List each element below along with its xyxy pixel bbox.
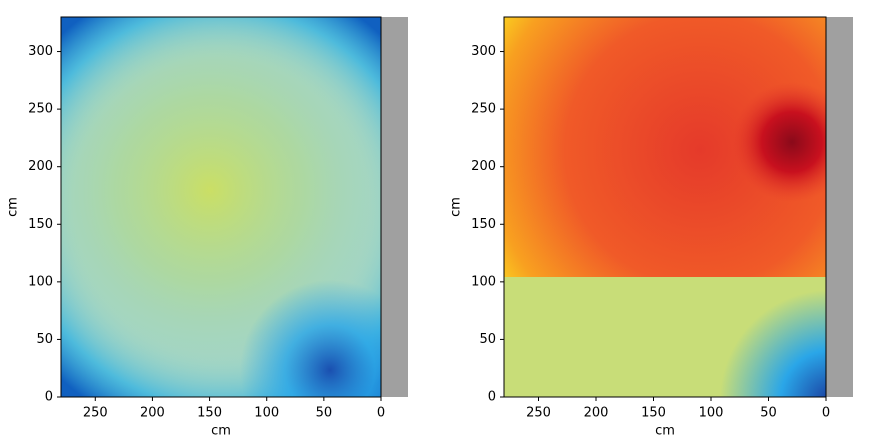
- y-tick-label: 200: [471, 159, 496, 174]
- axes-frame: [60, 16, 382, 398]
- axes-frame: [503, 16, 827, 398]
- y-tick-label: 100: [471, 274, 496, 289]
- x-tick-label: 50: [760, 406, 777, 421]
- y-tick-label: 300: [28, 44, 53, 59]
- y-tick-label: 50: [36, 332, 53, 347]
- heatmap: [504, 17, 826, 397]
- x-tick-label: 250: [83, 406, 108, 421]
- y-axis-label: cm: [449, 197, 464, 217]
- y-tick-label: 300: [471, 44, 496, 59]
- x-tick-label: 150: [641, 406, 666, 421]
- x-tick-label: 250: [526, 406, 551, 421]
- y-tick-label: 50: [479, 332, 496, 347]
- y-axis-label: cm: [6, 197, 21, 217]
- y-tick-label: 0: [488, 390, 496, 405]
- x-tick-label: 50: [316, 406, 333, 421]
- heatmap-corner: [61, 17, 381, 397]
- x-tick-label: 150: [197, 406, 222, 421]
- x-tick-label: 200: [140, 406, 165, 421]
- heatmap-corner: [504, 17, 826, 397]
- y-tick-label: 200: [28, 159, 53, 174]
- out-of-range: [381, 17, 408, 397]
- y-tick-label: 150: [28, 217, 53, 232]
- y-tick-label: 100: [28, 274, 53, 289]
- x-tick-label: 100: [254, 406, 279, 421]
- x-tick-label: 0: [377, 406, 385, 421]
- out-of-range: [826, 17, 853, 397]
- x-tick-label: 0: [822, 406, 830, 421]
- y-tick-label: 250: [28, 102, 53, 117]
- x-tick-label: 200: [584, 406, 609, 421]
- y-tick-label: 150: [471, 217, 496, 232]
- x-axis-label: cm: [655, 424, 675, 439]
- x-tick-label: 100: [699, 406, 724, 421]
- y-tick-label: 0: [45, 390, 53, 405]
- heatmap: [61, 17, 381, 397]
- y-tick-label: 250: [471, 102, 496, 117]
- x-axis-label: cm: [211, 424, 231, 439]
